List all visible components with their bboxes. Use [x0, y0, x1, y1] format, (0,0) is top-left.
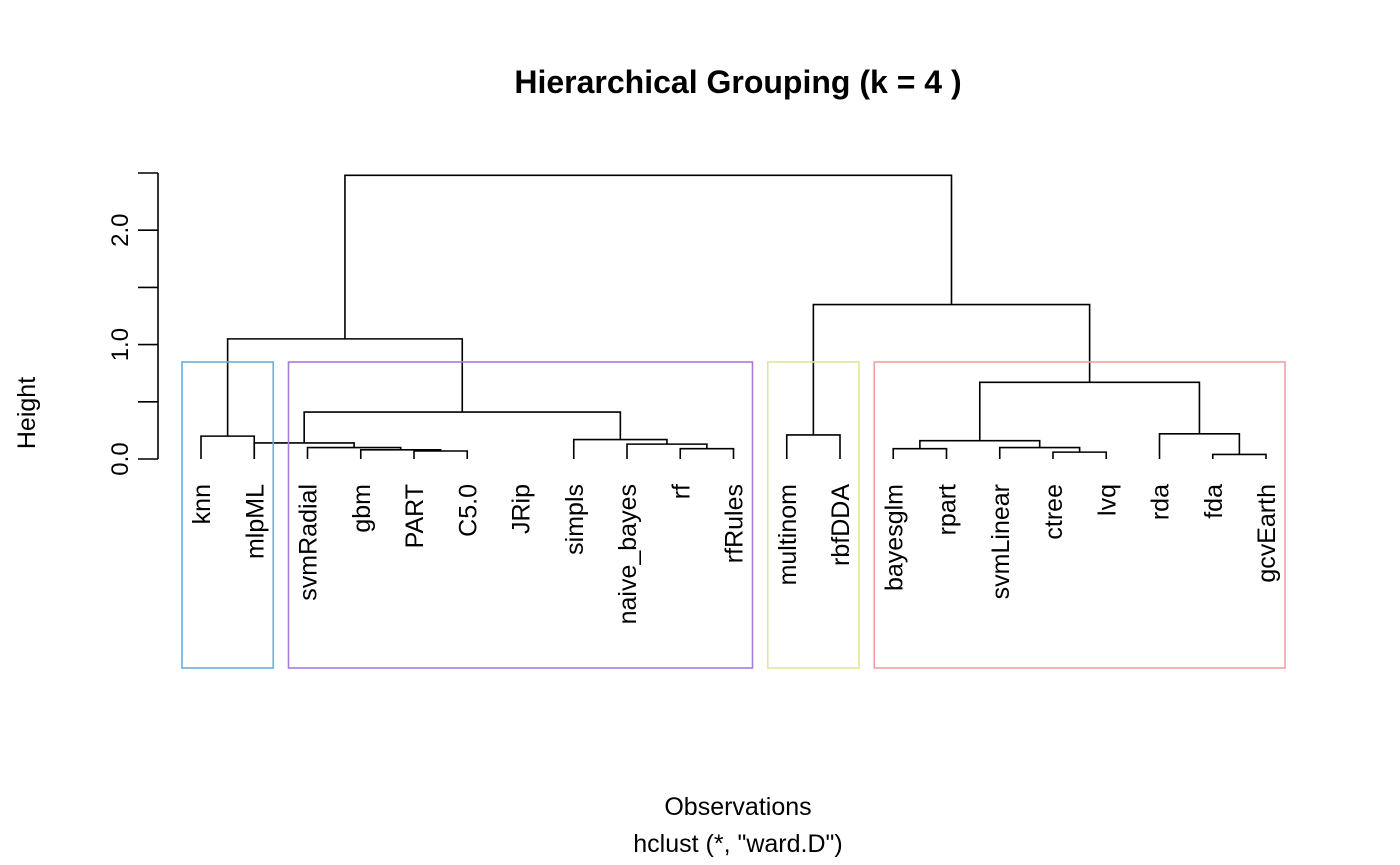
leaf-label-C5.0: C5.0 — [454, 484, 482, 537]
leaf-label-rf: rf — [667, 484, 695, 499]
dendrogram-branch — [200, 435, 256, 459]
leaf-label-svmRadial: svmRadial — [295, 484, 323, 601]
dendrogram-branch — [303, 411, 622, 443]
cluster-box-3 — [766, 361, 860, 669]
dendrogram-branch — [572, 438, 668, 459]
leaf-label-JRip: JRip — [508, 484, 536, 534]
y-tick-label: 1.0 — [107, 328, 134, 361]
leaf-label-ctree: ctree — [1040, 484, 1068, 540]
dendrogram-branch — [413, 450, 469, 459]
cluster-box-2 — [287, 361, 754, 669]
leaf-label-lvq: lvq — [1093, 484, 1121, 516]
leaf-label-gcvEarth: gcvEarth — [1253, 484, 1281, 583]
leaf-label-knn: knn — [188, 484, 216, 524]
x-axis-label: Observations — [664, 793, 811, 821]
y-axis-label: Height — [13, 377, 41, 449]
leaf-label-gbm: gbm — [348, 484, 376, 533]
leaf-label-fda: fda — [1200, 484, 1228, 519]
leaf-label-multinom: multinom — [774, 484, 802, 585]
cluster-boxes — [181, 361, 1286, 669]
chart-title: Hierarchical Grouping (k = 4 ) — [514, 64, 961, 100]
dendrogram-branch — [226, 338, 464, 437]
dendrogram-branch — [679, 447, 735, 459]
dendrogram-branch — [1158, 433, 1241, 459]
dendrogram-branches — [200, 174, 1267, 459]
dendrogram-branch — [998, 446, 1081, 459]
dendrogram-branch — [253, 442, 355, 459]
leaf-label-rbfDDA: rbfDDA — [827, 484, 855, 566]
y-axis: 0.0 1.0 2.0 — [107, 172, 159, 476]
dendrogram-branch — [892, 447, 948, 459]
leaf-label-rda: rda — [1147, 484, 1175, 520]
leaf-label-rfRules: rfRules — [721, 484, 749, 563]
cluster-box-1 — [181, 361, 275, 669]
y-tick-label: 0.0 — [107, 442, 134, 475]
leaf-labels: knn mlpML svmRadial gbm PART C5.0 JRip simpls na… — [188, 484, 1281, 625]
leaf-label-PART: PART — [401, 484, 429, 548]
leaf-label-simpls: simpls — [561, 484, 589, 555]
dendrogram-branch — [1052, 451, 1108, 459]
leaf-label-rpart: rpart — [934, 484, 962, 535]
y-tick-label: 2.0 — [107, 214, 134, 247]
leaf-label-svmLinear: svmLinear — [987, 484, 1015, 599]
cluster-box-4 — [873, 361, 1286, 669]
dendrogram-branch — [785, 434, 841, 459]
dendrogram-branch — [812, 303, 1091, 435]
dendrogram-branch — [978, 381, 1201, 441]
dendrogram-branch — [344, 174, 953, 339]
leaf-label-mlpML: mlpML — [241, 484, 269, 559]
leaf-label-bayesglm: bayesglm — [880, 484, 908, 591]
leaf-label-naive_bayes: naive_bayes — [614, 484, 642, 624]
x-axis-sublabel: hclust (*, "ward.D") — [633, 830, 842, 858]
dendrogram-branch — [626, 443, 708, 459]
dendrogram-branch — [1211, 453, 1267, 459]
